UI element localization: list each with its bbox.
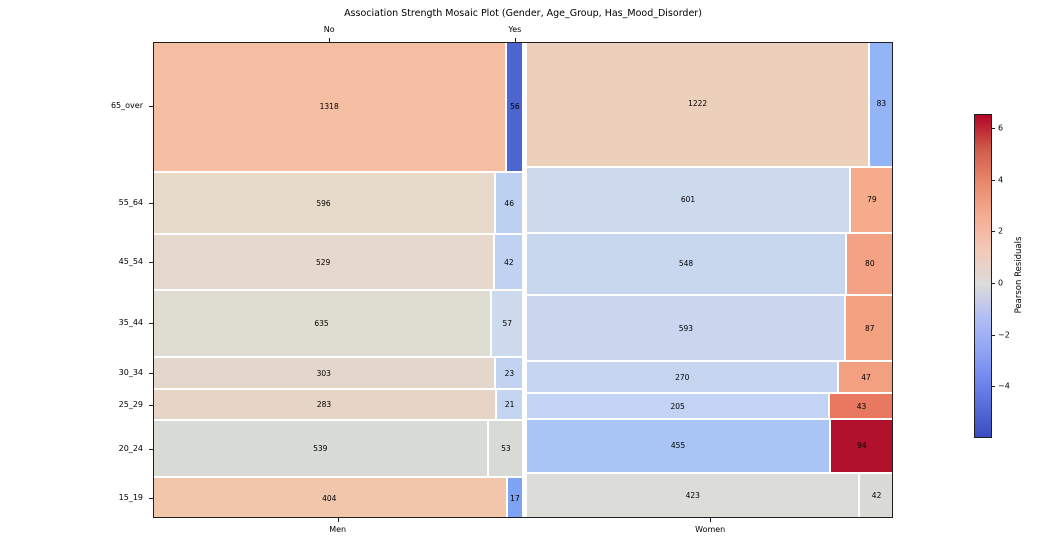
mosaic-cell-Women-25_29-no: 205 [527, 394, 828, 418]
y-axis-tick [149, 448, 153, 450]
y-axis-label-25_29: 25_29 [118, 399, 143, 409]
mosaic-cell-Women-45_54-no: 548 [527, 234, 845, 294]
top-axis-label-no: No [323, 25, 335, 34]
mosaic-cell-Women-35_44-no: 593 [527, 295, 845, 361]
mosaic-cell-Men-15_19-yes: 17 [507, 478, 523, 518]
y-axis-label-55_64: 55_64 [118, 198, 143, 208]
y-axis-label-35_44: 35_44 [118, 318, 143, 328]
mosaic-cell-Men-20_24-yes: 53 [489, 420, 523, 477]
colorbar-tick-label: 0 [998, 278, 1004, 288]
colorbar-gradient [974, 114, 992, 438]
colorbar-tick-label: 2 [998, 226, 1004, 236]
colorbar-tick [991, 179, 995, 181]
y-axis-tick [149, 106, 153, 108]
colorbar-tick-label: −4 [998, 381, 1010, 391]
mosaic-cell-Men-45_54-yes: 42 [495, 235, 523, 289]
x-axis-tick [710, 518, 712, 522]
top-axis-tick [329, 38, 331, 42]
mosaic-cell-Women-65_over-yes: 83 [869, 42, 893, 166]
x-axis-label-men: Men [329, 525, 347, 534]
mosaic-cell-Men-65_over-yes: 56 [507, 42, 523, 171]
mosaic-cell-Men-30_34-yes: 23 [496, 357, 523, 389]
mosaic-cell-Men-25_29-no: 283 [153, 390, 495, 419]
colorbar-tick [991, 334, 995, 336]
chart-title: Association Strength Mosaic Plot (Gender… [344, 8, 702, 19]
mosaic-cell-Men-65_over-no: 1318 [153, 42, 506, 171]
mosaic-cell-Men-25_29-yes: 21 [496, 390, 523, 419]
y-axis-tick [149, 498, 153, 500]
colorbar-tick-label: −2 [998, 330, 1010, 339]
mosaic-cell-Women-15_19-no: 423 [527, 473, 859, 518]
mosaic-cell-Women-45_54-yes: 80 [846, 234, 893, 294]
y-axis-label-45_54: 45_54 [118, 257, 143, 267]
colorbar-axis-label: Pearson Residuals [1014, 236, 1024, 314]
mosaic-cell-Women-55_64-yes: 79 [850, 167, 893, 233]
mosaic-cell-Women-30_34-yes: 47 [839, 362, 893, 393]
colorbar-tick-label: 6 [998, 123, 1004, 133]
mosaic-cell-Men-20_24-no: 539 [153, 420, 488, 477]
y-axis-tick [149, 404, 153, 406]
y-axis-tick [149, 262, 153, 264]
mosaic-cell-Women-15_19-yes: 42 [860, 473, 893, 518]
colorbar-tick [991, 231, 995, 233]
colorbar-tick [991, 282, 995, 284]
y-axis-label-65_over: 65_over [110, 101, 143, 111]
colorbar-tick-label: 4 [998, 175, 1004, 185]
mosaic-cell-Men-35_44-yes: 57 [492, 290, 523, 356]
mosaic-cell-Men-45_54-no: 529 [153, 235, 494, 289]
mosaic-cell-Women-30_34-no: 270 [527, 362, 838, 393]
mosaic-cell-Women-20_24-no: 455 [527, 419, 829, 472]
mosaic-cell-Women-35_44-yes: 87 [846, 295, 893, 361]
top-axis-tick [514, 38, 516, 42]
y-axis-label-20_24: 20_24 [118, 443, 143, 453]
colorbar-tick [991, 386, 995, 388]
mosaic-cell-Men-35_44-no: 635 [153, 290, 491, 356]
y-axis-label-30_34: 30_34 [118, 368, 143, 378]
mosaic-cell-Women-65_over-no: 1222 [527, 42, 868, 166]
y-axis-label-15_19: 15_19 [118, 493, 143, 503]
y-axis-tick [149, 373, 153, 375]
mosaic-cell-Men-15_19-no: 404 [153, 478, 506, 518]
mosaic-cell-Men-55_64-no: 596 [153, 172, 495, 234]
top-axis-label-yes: Yes [508, 25, 522, 34]
x-axis-label-women: Women [695, 525, 726, 534]
colorbar-tick [991, 128, 995, 130]
mosaic-cell-Women-25_29-yes: 43 [829, 394, 893, 418]
mosaic-cell-Women-55_64-no: 601 [527, 167, 849, 233]
mosaic-cell-Men-30_34-no: 303 [153, 357, 495, 389]
y-axis-tick [149, 323, 153, 325]
y-axis-tick [149, 203, 153, 205]
x-axis-tick [337, 518, 339, 522]
mosaic-cell-Men-55_64-yes: 46 [496, 172, 523, 234]
mosaic-cell-Women-20_24-yes: 94 [830, 419, 893, 472]
